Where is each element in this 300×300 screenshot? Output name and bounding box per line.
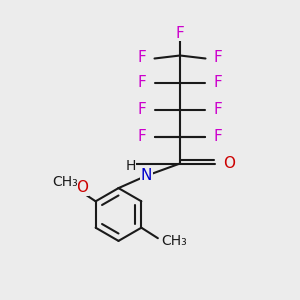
Text: O: O xyxy=(76,180,88,195)
Text: N: N xyxy=(141,168,152,183)
Text: F: F xyxy=(176,26,184,40)
Text: CH₃: CH₃ xyxy=(161,234,187,248)
Text: F: F xyxy=(214,75,223,90)
Text: F: F xyxy=(214,102,223,117)
Text: F: F xyxy=(214,50,223,65)
Text: F: F xyxy=(137,129,146,144)
Text: F: F xyxy=(137,102,146,117)
Text: F: F xyxy=(214,129,223,144)
Text: F: F xyxy=(137,50,146,65)
Text: H: H xyxy=(125,159,136,173)
Text: O: O xyxy=(224,156,236,171)
Text: F: F xyxy=(137,75,146,90)
Text: CH₃: CH₃ xyxy=(52,175,78,189)
